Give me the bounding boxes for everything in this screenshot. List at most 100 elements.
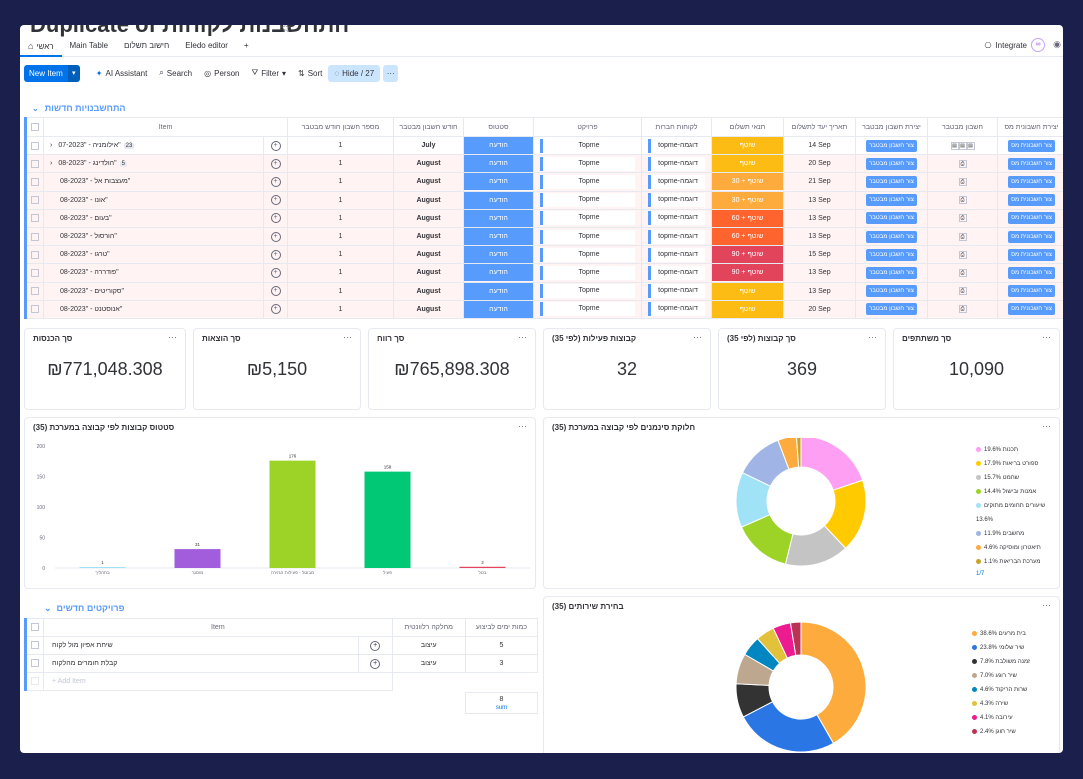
table-row[interactable]: הורסול - "08-2023" +1 August הודעה Topme topm… <box>25 226 1063 247</box>
column-header-create-invoice[interactable]: יצירת חשבונית מס <box>997 117 1063 137</box>
status-label[interactable]: הודעה <box>464 173 533 191</box>
column-header-item[interactable]: Item <box>43 618 393 637</box>
project-link[interactable]: Topme <box>540 138 635 153</box>
tab-payment[interactable]: חישוב תשלום <box>124 40 170 50</box>
row-checkbox[interactable] <box>31 268 39 277</box>
more-icon[interactable]: ··· <box>1042 421 1051 431</box>
account-number-cell[interactable]: 1 <box>287 135 394 156</box>
add-update-icon[interactable]: + <box>270 195 281 206</box>
create-account-button[interactable]: צור חשבון מבטבר <box>866 175 917 188</box>
create-invoice-button[interactable]: צור חשבונית מס <box>1008 157 1055 170</box>
month-cell[interactable]: August <box>393 208 464 228</box>
table-row[interactable]: אונו - "08-2023" +1 August הודעה Topme topme-… <box>25 190 1063 210</box>
department-cell[interactable]: עיצוב <box>391 636 466 655</box>
add-update-icon[interactable]: + <box>270 213 281 224</box>
status-label[interactable]: הודעה <box>464 155 533 172</box>
document-thumbnail-icon[interactable]: ▤ <box>958 141 967 150</box>
legend-item[interactable]: שירה 4.3% <box>972 697 1030 711</box>
item-cell[interactable]: טרגו - "08-2023" <box>43 245 264 265</box>
due-date-cell[interactable]: 13 Sep <box>783 226 856 247</box>
client-link[interactable]: topme-דוגמה <box>648 156 705 171</box>
legend-item[interactable]: עירובה 4.1% <box>972 711 1030 725</box>
more-options-button[interactable]: ··· <box>383 64 399 82</box>
client-link[interactable]: topme-דוגמה <box>648 265 705 280</box>
project-link[interactable]: Topme <box>540 193 635 208</box>
table-row[interactable]: שיחת אפיון מול לקוח + עיצוב 5 <box>24 636 539 655</box>
expand-icon[interactable]: › <box>50 142 53 150</box>
status-label[interactable]: הודעה <box>464 246 533 263</box>
add-update-icon[interactable]: + <box>270 231 281 242</box>
status-label[interactable]: הודעה <box>464 283 533 300</box>
eye-icon[interactable]: ◉ <box>1053 39 1061 49</box>
create-invoice-button[interactable]: צור חשבונית מס <box>1008 285 1055 298</box>
legend-item[interactable]: מחשבים 11.9% <box>976 527 1059 541</box>
select-all-checkbox[interactable] <box>31 123 39 131</box>
client-link[interactable]: topme-דוגמה <box>648 229 705 244</box>
legend-item[interactable]: תיאטרון ומוסיקה 4.6% <box>976 541 1059 555</box>
status-label[interactable]: הודעה <box>464 192 533 209</box>
search-button[interactable]: ⌕ Search <box>159 68 193 78</box>
add-update-icon[interactable]: + <box>370 640 381 651</box>
bar[interactable] <box>459 566 506 568</box>
add-update-icon[interactable]: + <box>270 158 281 169</box>
status-label[interactable]: הודעה <box>464 137 533 154</box>
item-cell[interactable]: › הולדינג - "08-2023" 5 <box>43 154 264 174</box>
client-link[interactable]: topme-דוגמה <box>648 138 705 153</box>
person-button[interactable]: ◎ Person <box>204 68 240 78</box>
row-checkbox[interactable] <box>31 232 39 241</box>
table-row[interactable]: סקוריטים - "08-2023" +1 August הודעה Topme to… <box>25 281 1063 301</box>
month-cell[interactable]: August <box>393 190 464 210</box>
payment-terms-label[interactable]: שוטף + 60 <box>712 228 783 245</box>
file-icon[interactable]: ⎙ <box>958 268 967 277</box>
create-account-button[interactable]: צור חשבון מבטבר <box>866 230 917 243</box>
project-link[interactable]: Topme <box>540 302 635 317</box>
status-label[interactable]: הודעה <box>464 301 533 318</box>
create-account-button[interactable]: צור חשבון מבטבר <box>866 139 917 152</box>
due-date-cell[interactable]: 13 Sep <box>783 281 856 301</box>
legend-item[interactable]: שרות הריקוד 4.6% <box>972 683 1030 697</box>
legend-item[interactable]: שיר שלומי 23.8% <box>972 641 1030 655</box>
add-update-icon[interactable]: + <box>270 249 281 260</box>
account-number-cell[interactable]: 1 <box>287 245 394 265</box>
due-date-cell[interactable]: 13 Sep <box>783 208 856 228</box>
ai-assistant-button[interactable]: ✦ AI Assistant <box>95 68 148 78</box>
project-link[interactable]: Topme <box>540 156 635 171</box>
legend-item[interactable]: זמנה משולבת 7.8% <box>972 655 1030 669</box>
star-icon[interactable]: ☆ <box>280 25 291 35</box>
legend-pager[interactable]: 1/7 <box>976 571 985 577</box>
month-cell[interactable]: August <box>393 281 464 301</box>
legend-item[interactable]: בית מרעים 38.6% <box>972 627 1030 641</box>
client-link[interactable]: topme-דוגמה <box>648 174 705 189</box>
account-number-cell[interactable]: 1 <box>287 208 394 228</box>
create-account-button[interactable]: צור חשבון מבטבר <box>866 248 917 261</box>
column-header-due-date[interactable]: תאריך יעד לתשלום <box>783 117 856 137</box>
create-account-button[interactable]: צור חשבון מבטבר <box>866 212 917 225</box>
donut-slice[interactable] <box>789 621 802 656</box>
create-invoice-button[interactable]: צור חשבונית מס <box>1008 303 1055 316</box>
due-date-cell[interactable]: 13 Sep <box>783 190 856 210</box>
table-row[interactable]: אנוסטנט - "08-2023" +1 August הודעה Topme top… <box>25 299 1063 319</box>
payment-terms-label[interactable]: שוטף + 60 <box>712 210 783 227</box>
legend-item[interactable]: תכנות 19.6% <box>976 443 1059 457</box>
table-row[interactable]: קבלת חומרים מהלקוח + עיצוב 3 <box>24 654 539 673</box>
projects-group-header[interactable]: ⌄ פרויקטים חדשים <box>44 603 125 613</box>
item-cell[interactable]: הורסול - "08-2023" <box>43 226 264 247</box>
document-thumbnail-icon[interactable]: ▤ <box>950 141 959 150</box>
client-link[interactable]: topme-דוגמה <box>648 302 705 317</box>
due-date-cell[interactable]: 14 Sep <box>783 135 856 156</box>
tab-main-table[interactable]: Main Table <box>69 40 109 50</box>
client-link[interactable]: topme-דוגמה <box>648 193 705 208</box>
row-checkbox[interactable] <box>31 159 39 168</box>
new-item-button[interactable]: New Item <box>24 64 68 82</box>
file-icon[interactable]: ⎙ <box>958 214 967 223</box>
more-icon[interactable]: ··· <box>1042 332 1051 342</box>
month-cell[interactable]: August <box>393 226 464 247</box>
column-header-create-account[interactable]: יצירת חשבון מבטבר <box>855 117 928 137</box>
column-header-item[interactable]: Item <box>43 117 288 137</box>
project-link[interactable]: Topme <box>540 265 635 280</box>
account-number-cell[interactable]: 1 <box>287 154 394 174</box>
payment-terms-label[interactable]: שוטף + 90 <box>712 264 783 281</box>
row-checkbox[interactable] <box>31 305 39 314</box>
bar[interactable] <box>174 549 221 568</box>
column-header-account[interactable]: חשבון מבטבר <box>927 117 998 137</box>
